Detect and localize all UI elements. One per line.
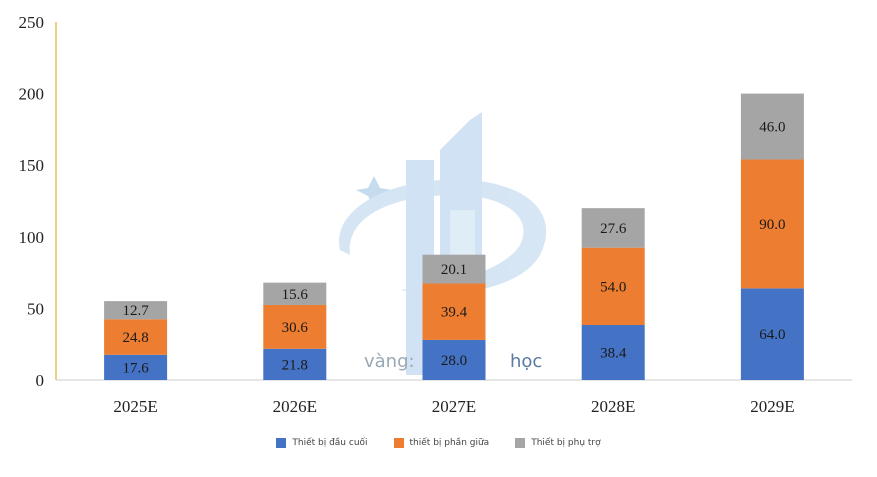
bar-segment [740, 159, 804, 289]
legend-item: Thiết bị phụ trợ [515, 438, 601, 448]
bar-segment [104, 319, 168, 355]
data-label: 24.8 [122, 330, 148, 346]
bar-segment [263, 304, 327, 349]
y-tick-label: 100 [19, 228, 45, 247]
legend-label: thiết bị phần giữa [409, 438, 490, 448]
x-category-label: 2025E [113, 397, 157, 416]
data-label: 90.0 [759, 217, 785, 233]
bar-segment [263, 282, 327, 305]
bar-segment [740, 288, 804, 380]
bars: 17.6 24.8 12.7 21.8 30.6 15.6 28.0 39.4 20.1 38.4… [104, 93, 804, 380]
data-label: 54.0 [600, 279, 626, 295]
y-tick-label: 200 [19, 85, 45, 104]
legend-label: Thiết bị đầu cuối [292, 438, 368, 448]
y-tick-label: 50 [27, 299, 44, 318]
watermark-right-text: học [510, 351, 542, 372]
data-label: 12.7 [122, 303, 149, 319]
legend-item: thiết bị phần giữa [393, 438, 490, 448]
legend-swatch [393, 438, 404, 448]
data-label: 17.6 [122, 360, 149, 376]
x-category-label: 2026E [273, 397, 317, 416]
x-category-label: 2029E [750, 397, 794, 416]
data-label: 30.6 [282, 320, 309, 336]
stacked-bar-chart: 0 50 100 150 200 250 17.6 24.8 12.7 21.8 30.6 15.6… [19, 13, 852, 416]
y-axis-ticks: 0 50 100 150 200 250 [19, 13, 45, 390]
bar-segment [581, 247, 645, 326]
bar-segment [740, 93, 804, 160]
y-tick-label: 150 [19, 156, 45, 175]
bar-segment [422, 283, 486, 340]
legend-item: Thiết bị đầu cuối [276, 438, 368, 448]
bar-segment [422, 254, 486, 284]
bar-segment [104, 301, 168, 320]
y-tick-label: 250 [19, 13, 45, 32]
bar-segment [263, 348, 327, 380]
legend-swatch [276, 438, 287, 448]
data-label: 27.6 [600, 221, 627, 237]
bar-segment [581, 208, 645, 248]
data-label: 15.6 [282, 287, 309, 303]
data-label: 21.8 [282, 357, 308, 373]
data-label: 38.4 [600, 346, 627, 362]
legend-label: Thiết bị phụ trợ [531, 438, 601, 448]
data-label: 64.0 [759, 327, 785, 343]
x-category-label: 2027E [432, 397, 476, 416]
data-label: 46.0 [759, 120, 785, 136]
bar-segment [104, 354, 168, 380]
bar-segment [422, 339, 486, 380]
data-label: 28.0 [441, 353, 467, 369]
legend: Thiết bị đầu cuối thiết bị phần giữa Thi… [0, 438, 877, 448]
y-tick-label: 0 [36, 371, 45, 390]
data-label: 20.1 [441, 262, 467, 278]
x-axis-categories: 2025E 2026E 2027E 2028E 2029E [113, 397, 794, 416]
legend-swatch [515, 438, 526, 448]
bar-segment [581, 325, 645, 380]
data-label: 39.4 [441, 305, 468, 321]
x-category-label: 2028E [591, 397, 635, 416]
watermark-left-text: vàng: [364, 351, 415, 372]
